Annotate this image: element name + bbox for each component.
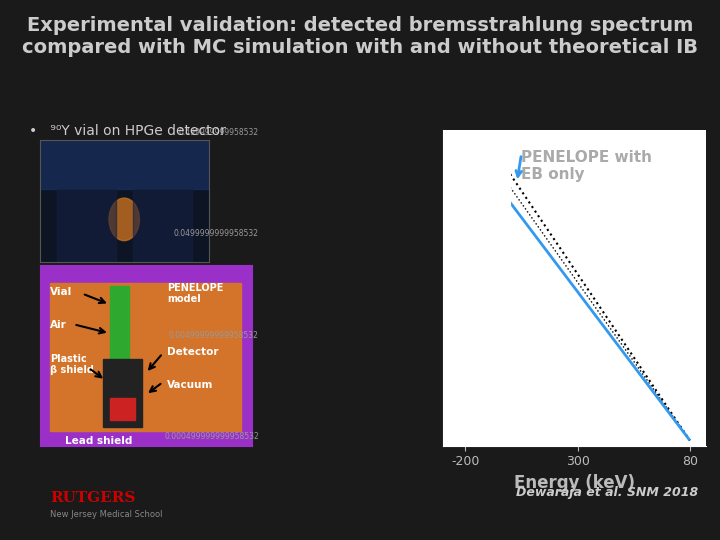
Ellipse shape [109,198,140,241]
Text: Vacuum: Vacuum [167,380,213,390]
Bar [50,283,241,431]
Bar [132,189,192,262]
Text: •   ⁹⁰Y vial on HPGe detector: • ⁹⁰Y vial on HPGe detector [29,124,225,138]
Text: Detector: Detector [167,347,219,357]
Text: Lead shield: Lead shield [66,436,132,446]
Text: RUTGERS: RUTGERS [50,491,136,505]
Text: Plastic
β shield: Plastic β shield [50,354,94,375]
Text: New Jersey Medical School: New Jersey Medical School [50,510,163,519]
Text: PENELOPE
model: PENELOPE model [167,283,223,305]
Text: Air: Air [50,320,67,330]
Bar [40,140,209,189]
Text: PENELOPE with
EB only: PENELOPE with EB only [521,150,652,183]
Text: Experimental validation: detected bremsstrahlung spectrum
compared with MC simul: Experimental validation: detected bremss… [22,16,698,57]
Text: Vial: Vial [50,287,73,298]
Bar [56,189,116,262]
X-axis label: Energy (keV): Energy (keV) [513,474,635,492]
Bar [109,286,129,369]
Bar [104,359,142,428]
Bar [109,399,135,420]
Text: Dewaraja et al. SNM 2018: Dewaraja et al. SNM 2018 [516,486,698,499]
Bar [109,369,129,395]
